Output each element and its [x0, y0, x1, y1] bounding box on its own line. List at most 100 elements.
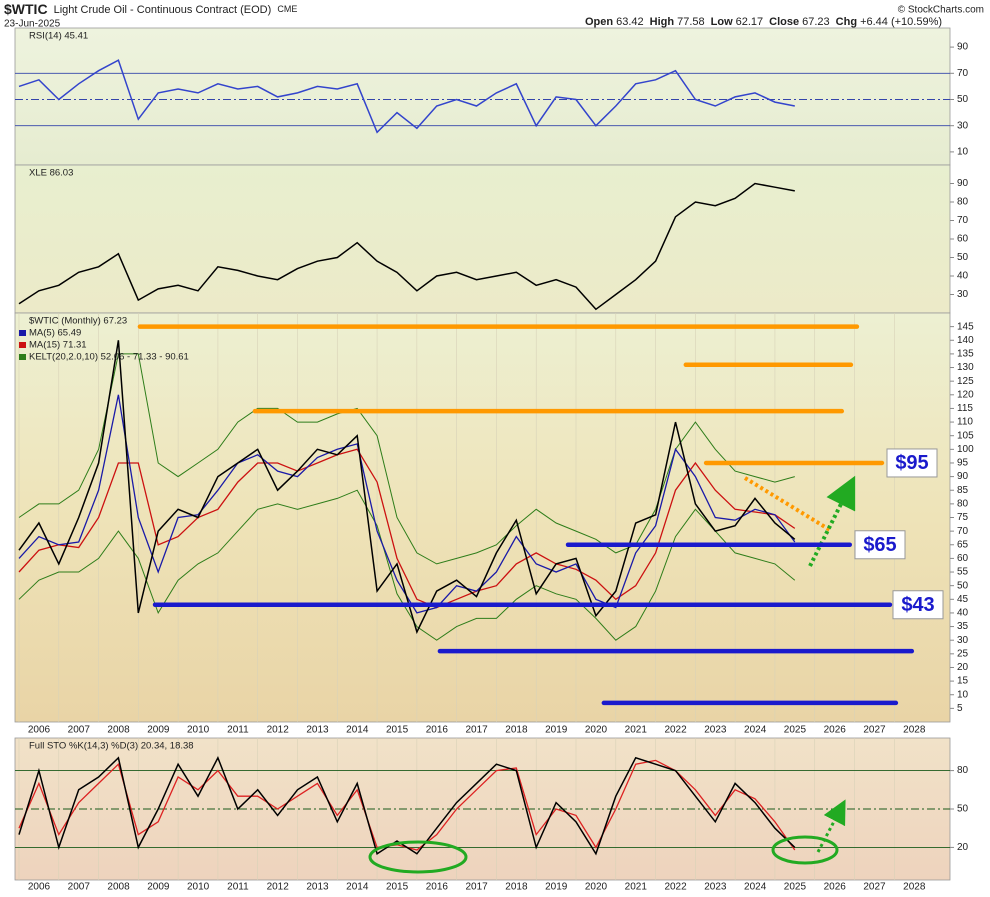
date: 23-Jun-2025	[4, 19, 61, 30]
y-tick-label: 60	[957, 234, 969, 245]
x-tick-label: 2014	[346, 882, 369, 893]
stat-value: 62.17	[736, 16, 764, 28]
y-tick-label: 70	[957, 68, 969, 79]
x-tick-label: 2024	[744, 882, 767, 893]
panel: 30 40 50 60 70 80 90 XLE 86.03	[14, 164, 969, 314]
y-tick-label: 85	[957, 485, 969, 496]
x-tick-label: 2015	[386, 725, 409, 736]
stat-value: 63.42	[616, 16, 644, 28]
x-tick-label: 2028	[903, 725, 926, 736]
x-tick-label: 2009	[147, 882, 170, 893]
instrument-title: Light Crude Oil - Continuous Contract (E…	[54, 4, 272, 16]
legend-swatch	[19, 330, 26, 336]
x-tick-label: 2009	[147, 725, 170, 736]
x-tick-label: 2013	[306, 725, 329, 736]
panel-title: RSI(14) 45.41	[29, 31, 88, 42]
x-tick-label: 2018	[505, 882, 528, 893]
x-tick-label: 2026	[824, 882, 847, 893]
stat-label: Close	[769, 16, 799, 28]
legend-entry: KELT(20,2.0,10) 52.06 - 71.33 - 90.61	[29, 352, 189, 363]
legend-entry: MA(5) 65.49	[29, 328, 81, 339]
source: © StockCharts.com	[898, 5, 984, 16]
y-tick-label: 20	[957, 842, 969, 853]
stat-label: Chg	[836, 16, 857, 28]
y-tick-label: 60	[957, 553, 969, 564]
header-line: $WTIC Light Crude Oil - Continuous Contr…	[4, 1, 297, 17]
y-tick-label: 70	[957, 526, 969, 537]
x-tick-label: 2016	[426, 882, 449, 893]
y-tick-label: 130	[957, 362, 974, 373]
y-tick-label: 145	[957, 321, 974, 332]
y-tick-label: 30	[957, 289, 969, 300]
x-tick-label: 2006	[28, 725, 51, 736]
x-tick-label: 2010	[187, 882, 210, 893]
x-tick-label: 2024	[744, 725, 767, 736]
x-tick-label: 2027	[863, 882, 886, 893]
y-tick-label: 50	[957, 804, 969, 815]
x-tick-label: 2025	[784, 725, 807, 736]
y-tick-label: 125	[957, 376, 974, 387]
legend-swatch	[19, 354, 26, 360]
ellipse	[368, 840, 468, 874]
panel-title: $WTIC (Monthly) 67.23	[29, 316, 127, 327]
y-tick-label: 5	[957, 703, 963, 714]
y-tick-label: 105	[957, 430, 974, 441]
legend-swatch	[19, 342, 26, 348]
x-tick-label: 2019	[545, 882, 568, 893]
y-tick-label: 70	[957, 215, 969, 226]
y-tick-label: 80	[957, 765, 969, 776]
stats: Open 63.42 High 77.58 Low 62.17 Close 67.23 Chg +…	[585, 16, 942, 28]
x-tick-label: 2006	[28, 882, 51, 893]
y-tick-label: 65	[957, 539, 969, 550]
x-tick-label: 2017	[466, 882, 489, 893]
x-tick-label: 2020	[585, 725, 608, 736]
panel-background	[14, 27, 951, 166]
x-tick-label: 2007	[68, 882, 91, 893]
x-tick-label: 2027	[863, 725, 886, 736]
panel: 10 30 50 70 90 RSI(14) 45.41	[14, 27, 969, 166]
y-tick-label: 20	[957, 662, 969, 673]
x-tick-label: 2007	[68, 725, 91, 736]
x-tick-label: 2011	[227, 725, 249, 736]
x-tick-label: 2019	[545, 725, 568, 736]
panel-background	[14, 312, 951, 723]
y-tick-label: 75	[957, 512, 969, 523]
stat-label: Low	[711, 16, 733, 28]
y-tick-label: 15	[957, 676, 969, 687]
series-line	[18, 448, 796, 609]
y-tick-label: 120	[957, 389, 974, 400]
green-arrow	[808, 475, 856, 567]
y-tick-label: 90	[957, 42, 969, 53]
series-line	[18, 59, 795, 134]
panel-title: Full STO %K(14,3) %D(3) 20.34, 18.38	[29, 741, 194, 752]
x-tick-label: 2021	[625, 725, 648, 736]
callout-label: $95	[895, 452, 928, 474]
callout-label: $65	[863, 534, 896, 556]
y-tick-label: 35	[957, 621, 969, 632]
panel: 2006 2007 2008 2009 2010 2011 2012 2013 2014 2015…	[14, 737, 969, 893]
y-tick-label: 115	[957, 403, 973, 414]
x-tick-label: 2011	[227, 882, 249, 893]
x-tick-label: 2018	[505, 725, 528, 736]
stat-value: +6.44 (+10.59%)	[860, 16, 942, 28]
y-tick-label: 100	[957, 444, 974, 455]
y-tick-label: 135	[957, 349, 974, 360]
y-tick-label: 110	[957, 417, 973, 428]
y-tick-label: 80	[957, 499, 969, 510]
y-tick-label: 95	[957, 458, 969, 469]
stat-value: 77.58	[677, 16, 705, 28]
y-tick-label: 10	[957, 689, 969, 700]
callout-box	[892, 590, 944, 620]
x-tick-label: 2022	[664, 882, 687, 893]
callout-box	[886, 448, 938, 478]
legend-entry: MA(15) 71.31	[29, 340, 87, 351]
header: $WTIC Light Crude Oil - Continuous Contr…	[4, 1, 984, 30]
x-tick-label: 2016	[426, 725, 449, 736]
x-tick-label: 2017	[466, 725, 489, 736]
y-tick-label: 50	[957, 580, 969, 591]
callout-label: $43	[901, 594, 934, 616]
series-line	[18, 182, 795, 311]
stat-label: Open	[585, 16, 613, 28]
y-tick-label: 30	[957, 120, 969, 131]
